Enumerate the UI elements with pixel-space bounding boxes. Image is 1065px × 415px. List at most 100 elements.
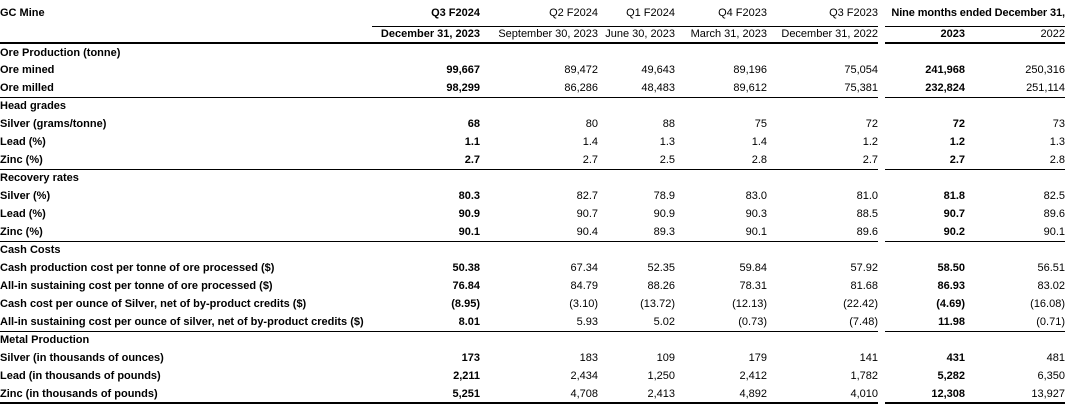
cell-value: 90.2 bbox=[885, 223, 965, 242]
cell-value: 1.2 bbox=[949, 136, 965, 148]
cell-value: 75,054 bbox=[844, 64, 878, 76]
row-label: Lead (%) bbox=[0, 136, 46, 148]
cell-value: 59.84 bbox=[739, 262, 767, 274]
table-row: Ore milled 98,299 86,286 48,483 89,612 75,381… bbox=[0, 79, 1065, 98]
empty-cell bbox=[675, 43, 767, 61]
cell-value: 90.1 bbox=[372, 223, 480, 242]
cell-value: 183 bbox=[579, 352, 598, 364]
column-gap bbox=[878, 151, 885, 169]
row-label: Silver (in thousands of ounces) bbox=[0, 352, 164, 364]
row-label: Ore milled bbox=[0, 79, 372, 98]
cell-value: 2.7 bbox=[480, 151, 598, 170]
cell-value: 2.8 bbox=[965, 151, 1065, 170]
cell-value: 2,412 bbox=[739, 370, 767, 382]
cell-value: 78.9 bbox=[653, 190, 675, 202]
cell-value: 1.1 bbox=[464, 136, 480, 148]
row-label: Silver (grams/tonne) bbox=[0, 118, 107, 130]
cell-value: (8.95) bbox=[451, 298, 480, 310]
cell-value: 89.6 bbox=[767, 223, 878, 242]
cell-value: 232,824 bbox=[885, 79, 965, 98]
cell-value: 1.4 bbox=[751, 136, 767, 148]
cell-value: 75,381 bbox=[767, 79, 878, 98]
cell-value: 8.01 bbox=[372, 313, 480, 332]
cell-value: 1.4 bbox=[582, 136, 598, 148]
cell-value: (13.72) bbox=[640, 298, 675, 310]
empty-cell bbox=[675, 169, 767, 187]
column-gap bbox=[878, 385, 885, 403]
cell-value: 84.79 bbox=[570, 280, 598, 292]
cell-value: 2,413 bbox=[598, 385, 675, 404]
empty-cell bbox=[885, 241, 965, 259]
col-header-q3-f2023: Q3 F2023 bbox=[767, 0, 878, 27]
section-title: Ore Production (tonne) bbox=[0, 46, 121, 59]
date-header-spacer bbox=[0, 26, 372, 44]
cell-value: 89.6 bbox=[1043, 208, 1065, 220]
section-header-row: Cash Costs bbox=[0, 241, 1065, 259]
empty-cell bbox=[372, 97, 480, 115]
table-header: GC Mine Q3 F2024 Q2 F2024 Q1 F2024 Q4 F2… bbox=[0, 0, 1065, 44]
section-header-row: Metal Production bbox=[0, 331, 1065, 349]
cell-value: 1.2 bbox=[862, 136, 878, 148]
table-row: Zinc (%) 2.7 2.7 2.5 2.8 2.7 2.7 2.8 bbox=[0, 151, 1065, 170]
cell-value: 49,643 bbox=[641, 64, 675, 76]
empty-cell bbox=[885, 43, 965, 61]
cell-value: 141 bbox=[859, 352, 878, 364]
table-row: All-in sustaining cost per tonne of ore … bbox=[0, 277, 1065, 295]
cell-value: 90.3 bbox=[745, 208, 767, 220]
row-label: Cash production cost per tonne of ore pr… bbox=[0, 262, 275, 274]
table-row: Zinc (in thousands of pounds) 5,251 4,708 2… bbox=[0, 385, 1065, 404]
empty-cell bbox=[480, 97, 598, 115]
empty-cell bbox=[767, 169, 878, 187]
table-title: GC Mine bbox=[0, 7, 45, 19]
cell-value: 12,308 bbox=[885, 385, 965, 404]
empty-cell bbox=[372, 331, 480, 349]
empty-cell bbox=[767, 241, 878, 259]
date-q2-f2024: September 30, 2023 bbox=[480, 26, 598, 44]
cell-value: 89.3 bbox=[598, 223, 675, 242]
gc-mine-operations-table: GC Mine Q3 F2024 Q2 F2024 Q1 F2024 Q4 F2… bbox=[0, 0, 1065, 404]
table-row: Silver (%) 80.3 82.7 78.9 83.0 81.0 81.8 82.5 bbox=[0, 187, 1065, 205]
cell-value: 5.02 bbox=[598, 313, 675, 332]
date-q3-f2024: December 31, 2023 bbox=[372, 26, 480, 44]
section-title: Metal Production bbox=[0, 334, 90, 347]
cell-value: 90.9 bbox=[458, 208, 480, 220]
cell-value: 90.7 bbox=[943, 208, 965, 220]
empty-cell bbox=[598, 331, 675, 349]
empty-cell bbox=[480, 169, 598, 187]
year-2022-header: 2022 bbox=[965, 26, 1065, 44]
row-label: Ore mined bbox=[0, 64, 55, 76]
cell-value: 173 bbox=[461, 352, 480, 364]
section-header-row: Head grades bbox=[0, 97, 1065, 115]
cell-value: (12.13) bbox=[732, 298, 767, 310]
cell-value: 4,892 bbox=[675, 385, 767, 404]
empty-cell bbox=[675, 97, 767, 115]
row-label: All-in sustaining cost per ounce of silv… bbox=[0, 313, 372, 332]
empty-cell bbox=[767, 331, 878, 349]
table-row: All-in sustaining cost per ounce of silv… bbox=[0, 313, 1065, 332]
cell-value: (7.48) bbox=[767, 313, 878, 332]
cell-value: 99,667 bbox=[446, 64, 480, 76]
cell-value: 90.7 bbox=[576, 208, 598, 220]
column-gap bbox=[878, 43, 885, 61]
section-title: Head grades bbox=[0, 100, 67, 113]
column-gap bbox=[878, 313, 885, 331]
cell-value: 90.9 bbox=[653, 208, 675, 220]
cell-value: 98,299 bbox=[372, 79, 480, 98]
cell-value: 2.7 bbox=[885, 151, 965, 170]
cell-value: 1.3 bbox=[1049, 136, 1065, 148]
cell-value: 81.68 bbox=[850, 280, 878, 292]
cell-value: 109 bbox=[656, 352, 675, 364]
cell-value: (4.69) bbox=[936, 298, 965, 310]
cell-value: 2.7 bbox=[767, 151, 878, 170]
column-gap bbox=[878, 79, 885, 97]
cell-value: 89,612 bbox=[675, 79, 767, 98]
cell-value: 4,010 bbox=[767, 385, 878, 404]
cell-value: 90.1 bbox=[675, 223, 767, 242]
cell-value: 251,114 bbox=[965, 79, 1065, 98]
year-2023-header: 2023 bbox=[885, 26, 965, 44]
column-gap bbox=[878, 367, 885, 385]
row-label: Lead (in thousands of pounds) bbox=[0, 370, 161, 382]
cell-value: 58.50 bbox=[937, 262, 965, 274]
empty-cell bbox=[767, 97, 878, 115]
row-label: Lead (%) bbox=[0, 208, 46, 220]
